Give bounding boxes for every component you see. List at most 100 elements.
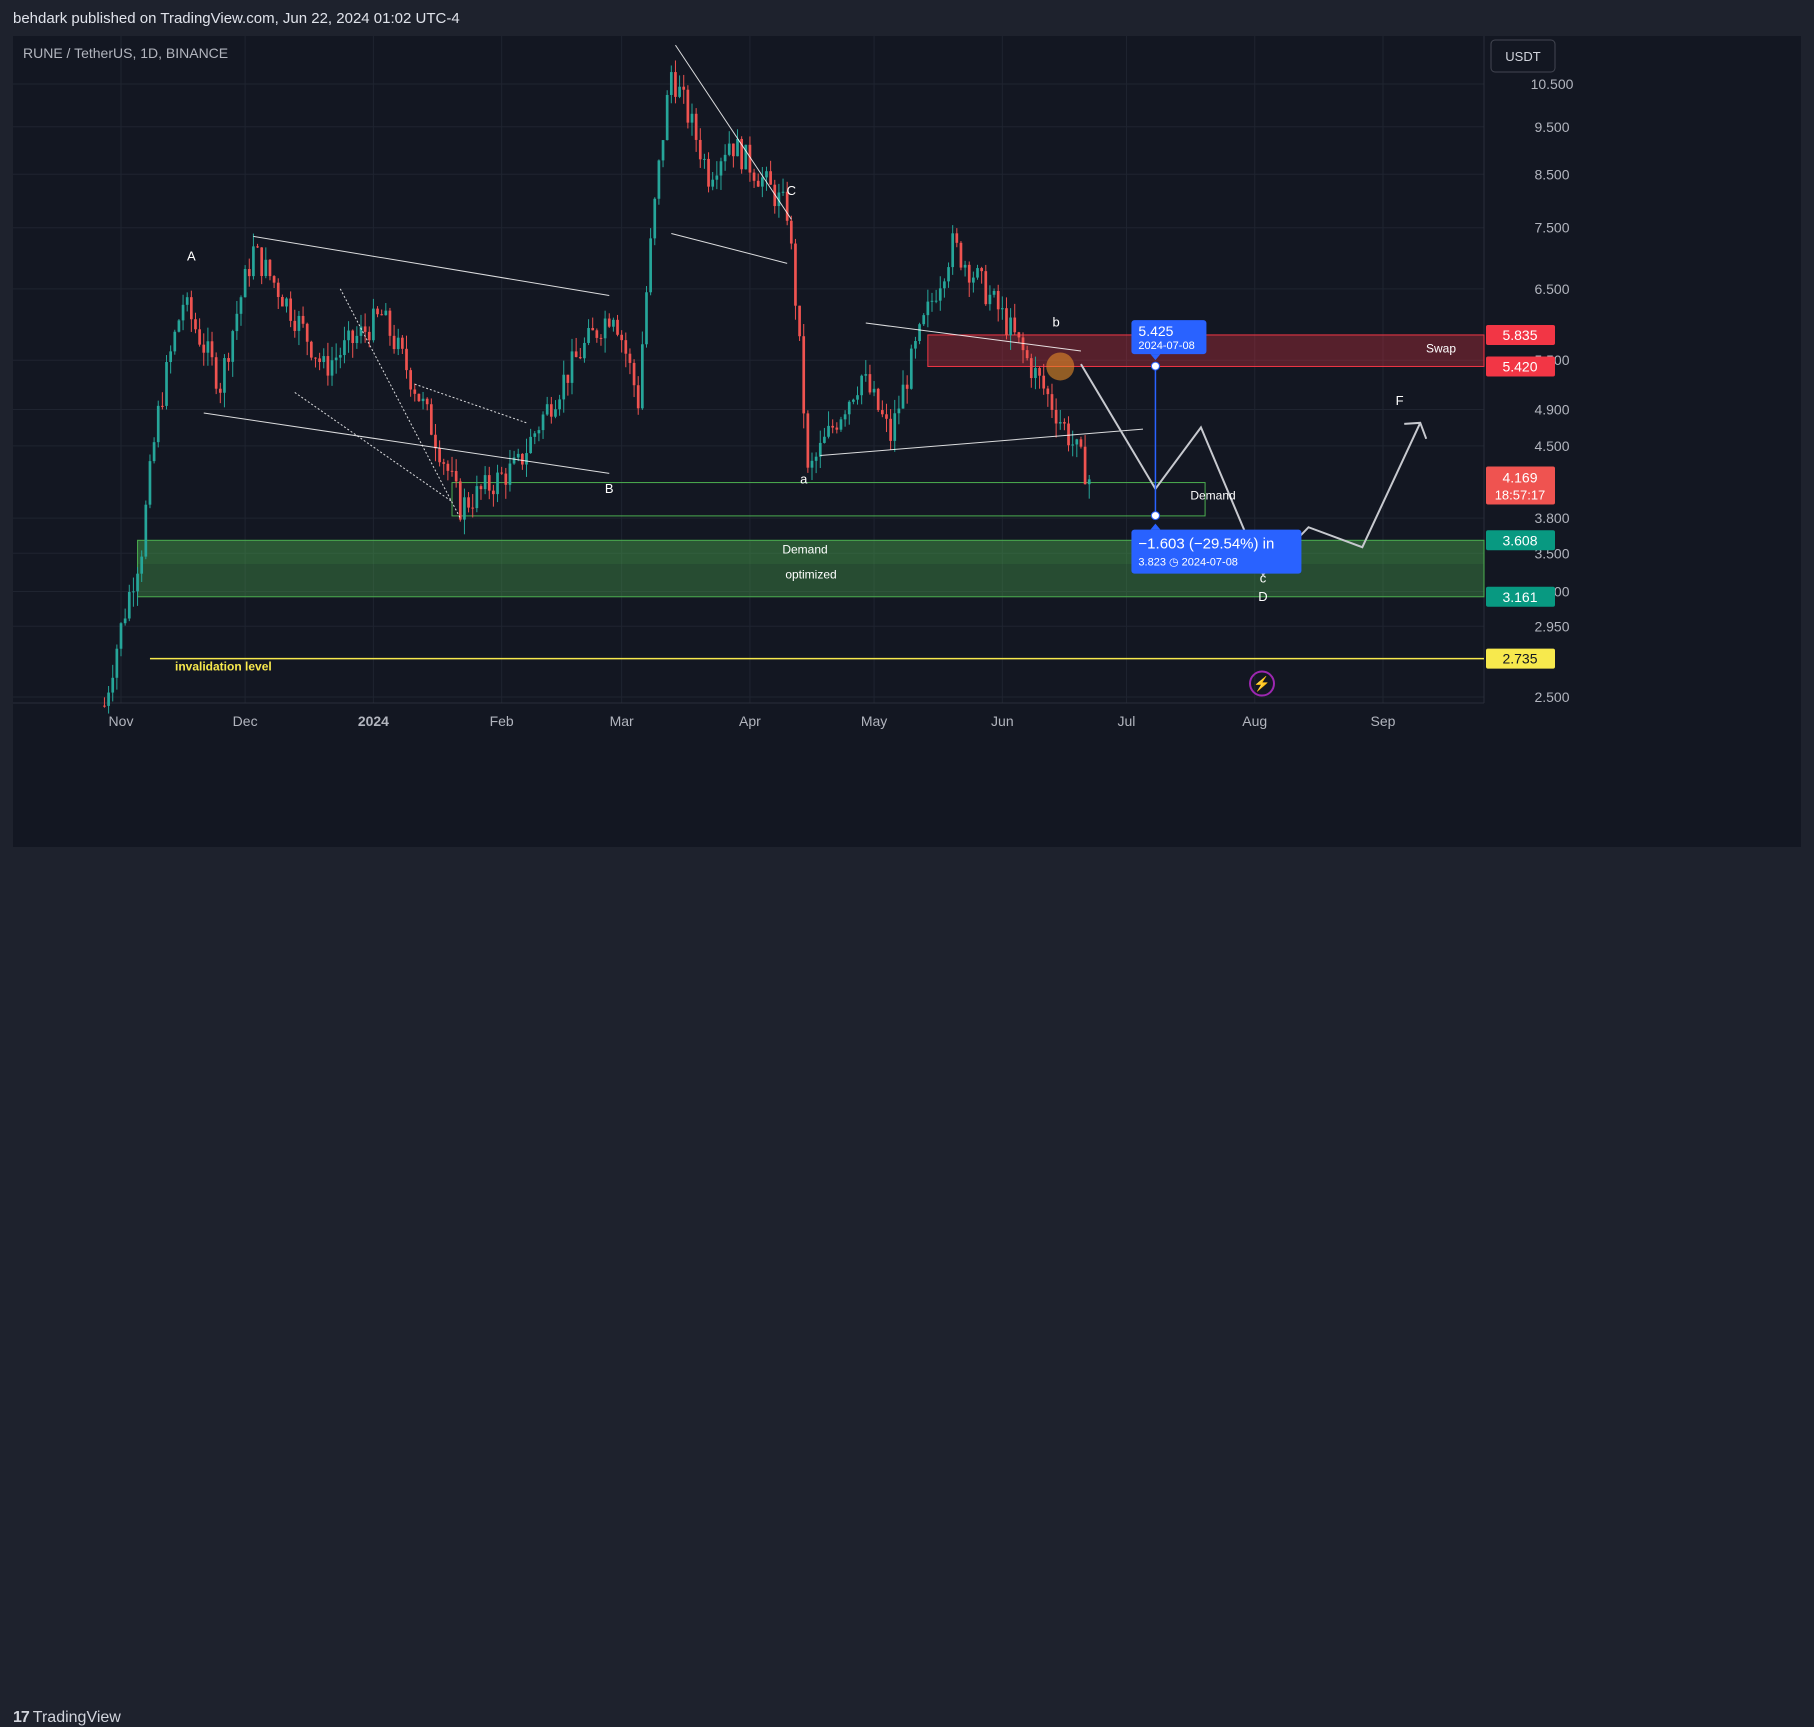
candle-body bbox=[1054, 409, 1058, 424]
candle-body bbox=[525, 453, 528, 465]
candle-body bbox=[136, 573, 139, 592]
candle-body bbox=[529, 436, 532, 454]
candle-body bbox=[450, 470, 454, 472]
candle-body bbox=[649, 238, 652, 293]
candle-body bbox=[429, 404, 433, 435]
candle-body bbox=[831, 425, 835, 428]
candle-body bbox=[860, 375, 863, 396]
candle-body bbox=[707, 158, 710, 187]
candle-body bbox=[508, 463, 512, 485]
candle-body bbox=[1071, 444, 1075, 446]
candle-body bbox=[533, 433, 537, 437]
trendline-lower-3 bbox=[820, 428, 1144, 457]
chart-panel[interactable]: 5.425 2024-07-08 −1.603 (−29.54%) in 3.823 … bbox=[13, 36, 1801, 847]
tradingview-logo-icon: 17 bbox=[13, 1709, 30, 1726]
candle-body bbox=[492, 490, 495, 495]
candle-body bbox=[413, 389, 417, 394]
price-tag-text: 3.161 bbox=[1502, 589, 1537, 605]
candle-body bbox=[521, 453, 524, 465]
price-tick-label: 10.500 bbox=[1531, 76, 1574, 92]
measure-top-pointer bbox=[1150, 354, 1161, 361]
candle-body bbox=[1009, 317, 1012, 336]
candle-body bbox=[384, 310, 388, 316]
candle-body bbox=[922, 315, 926, 325]
candle-body bbox=[322, 356, 326, 363]
candle-body bbox=[156, 405, 160, 443]
candle-body bbox=[1079, 439, 1083, 447]
candle-body bbox=[914, 341, 917, 349]
candle-body bbox=[1046, 388, 1050, 395]
footer-bar: 17 TradingView bbox=[0, 847, 1814, 1726]
candle-body bbox=[206, 341, 210, 353]
price-tag bbox=[1486, 586, 1555, 607]
candle-body bbox=[897, 408, 901, 414]
candle-body bbox=[144, 504, 148, 557]
candle-body bbox=[951, 233, 955, 268]
measure-bottom-value: 3.823 ◷ 2024-07-08 bbox=[1138, 557, 1238, 569]
candle-body bbox=[483, 475, 487, 490]
price-tag-text: 2.735 bbox=[1502, 651, 1537, 667]
candle-body bbox=[297, 315, 301, 331]
last-price-value: 4.169 bbox=[1502, 470, 1537, 486]
candle-body bbox=[595, 330, 599, 338]
candle-body bbox=[401, 337, 404, 349]
last-price-tag bbox=[1486, 466, 1555, 505]
candle-body bbox=[111, 677, 115, 693]
measure-top-box bbox=[1131, 320, 1207, 355]
candle-body bbox=[123, 618, 127, 624]
candle-body bbox=[736, 138, 739, 157]
candle-body bbox=[281, 296, 284, 307]
price-axis-area bbox=[1485, 36, 1801, 847]
time-tick-label: Jul bbox=[1118, 713, 1136, 729]
candle-body bbox=[918, 324, 921, 342]
candle-body bbox=[591, 328, 595, 331]
candle-body bbox=[583, 342, 586, 359]
candle-body bbox=[889, 418, 892, 441]
price-tag bbox=[1486, 648, 1555, 669]
candle-body bbox=[169, 351, 172, 363]
candle-body bbox=[405, 348, 408, 371]
candle-body bbox=[243, 269, 247, 298]
candle-body bbox=[984, 271, 988, 305]
candle-body bbox=[628, 353, 632, 363]
candle-body bbox=[789, 220, 793, 244]
candle-body bbox=[194, 319, 197, 330]
candle-body bbox=[657, 160, 661, 199]
candle-body bbox=[119, 623, 123, 649]
trendline-lower-1 bbox=[203, 412, 610, 474]
candle-body bbox=[376, 308, 379, 315]
candle-body bbox=[690, 113, 694, 123]
candle-body bbox=[268, 259, 272, 277]
candle-body bbox=[239, 297, 243, 314]
candle-body bbox=[980, 268, 983, 272]
candle-body bbox=[496, 472, 499, 495]
candle-body bbox=[748, 144, 752, 173]
candle-body bbox=[235, 313, 239, 332]
candle-body bbox=[471, 507, 475, 509]
price-tag-text: 5.835 bbox=[1502, 327, 1537, 343]
price-tick-label: 7.500 bbox=[1534, 220, 1569, 236]
time-tick-label: Aug bbox=[1242, 713, 1267, 729]
candle-body bbox=[607, 318, 611, 327]
candle-body bbox=[856, 395, 859, 400]
candle-body bbox=[504, 473, 508, 485]
candle-body bbox=[947, 267, 950, 282]
candle-body bbox=[115, 648, 119, 678]
candle-body bbox=[276, 282, 280, 297]
candle-body bbox=[732, 143, 735, 157]
tradingview-logo[interactable]: 17 TradingView bbox=[13, 1709, 121, 1727]
symbol-legend: RUNE / TetherUS, 1D, BINANCE bbox=[23, 45, 228, 61]
candle-body bbox=[1075, 439, 1079, 445]
candle-body bbox=[727, 143, 731, 155]
candle-body bbox=[587, 328, 590, 343]
currency-button bbox=[1490, 39, 1556, 73]
candle-body bbox=[305, 323, 309, 342]
candle-body bbox=[711, 179, 715, 187]
candle-body bbox=[641, 344, 644, 409]
candle-body bbox=[909, 348, 913, 389]
candle-body bbox=[214, 357, 218, 389]
time-tick-label: Jun bbox=[991, 713, 1014, 729]
candle-body bbox=[996, 290, 1000, 310]
candle-body bbox=[723, 154, 727, 162]
